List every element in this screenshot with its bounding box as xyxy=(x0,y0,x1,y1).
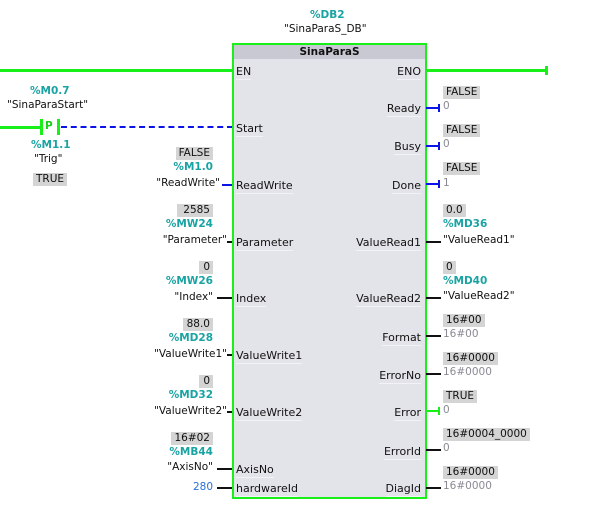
error-value: TRUE xyxy=(443,390,478,403)
error-wire xyxy=(426,410,438,412)
done-const[interactable]: 1 xyxy=(443,177,450,189)
parameter-value: 2585 xyxy=(177,204,213,217)
valuewrite2-symbol[interactable]: "ValueWrite2" xyxy=(154,405,227,417)
instance-db-address: %DB2 xyxy=(310,9,345,21)
errorid-value: 16#0004_0000 xyxy=(443,428,530,441)
parameter-wire xyxy=(227,241,233,243)
diagid-const[interactable]: 16#0000 xyxy=(443,480,492,492)
errorno-value: 16#0000 xyxy=(443,352,498,365)
parameter-address: %MW24 xyxy=(165,218,213,230)
eno-wire xyxy=(425,69,547,72)
axisno-symbol[interactable]: "AxisNo" xyxy=(167,461,213,473)
index-symbol[interactable]: "Index" xyxy=(174,291,213,303)
busy-const[interactable]: 0 xyxy=(443,138,450,150)
valueread2-value: 0 xyxy=(443,261,456,274)
edge-value: TRUE xyxy=(33,173,68,186)
axisno-address: %MB44 xyxy=(169,446,213,458)
contact-left-wire xyxy=(0,126,41,129)
busy-terminal xyxy=(438,142,440,150)
en-wire xyxy=(0,69,233,72)
valueread1-address: %MD36 xyxy=(443,218,488,230)
pin-valueread1: ValueRead1 xyxy=(356,236,421,251)
pin-hardwareid: hardwareId xyxy=(236,482,299,497)
busy-value: FALSE xyxy=(443,124,481,137)
readwrite-value: FALSE xyxy=(175,147,213,160)
contact-symbol: "SinaParaStart" xyxy=(7,99,89,111)
eno-terminal xyxy=(545,66,548,75)
pin-diagid: DiagId xyxy=(385,482,421,497)
pin-start: Start xyxy=(236,122,263,137)
valueread2-address: %MD40 xyxy=(443,275,488,287)
readwrite-wire xyxy=(222,184,233,186)
format-value: 16#00 xyxy=(443,314,485,327)
edge-symbol: "Trig" xyxy=(34,153,63,165)
valueread1-value: 0.0 xyxy=(443,204,466,217)
block-title: SinaParaS xyxy=(234,45,425,59)
valueread2-symbol[interactable]: "ValueRead2" xyxy=(443,290,515,302)
ready-value: FALSE xyxy=(443,86,481,99)
diagid-value: 16#0000 xyxy=(443,466,498,479)
valuewrite2-wire xyxy=(227,411,233,413)
format-wire xyxy=(426,335,441,337)
contact-type: P xyxy=(45,120,53,132)
pin-errorno: ErrorNo xyxy=(379,369,421,384)
pin-en: EN xyxy=(236,65,252,80)
edge-address: %M1.1 xyxy=(31,139,71,151)
pin-format: Format xyxy=(382,331,421,346)
pin-error: Error xyxy=(394,406,421,421)
valuewrite2-address: %MD32 xyxy=(168,389,213,401)
ready-const[interactable]: 0 xyxy=(443,100,450,112)
sinaparas-block[interactable]: SinaParaS EN Start ReadWrite Parameter I… xyxy=(232,43,427,499)
index-wire xyxy=(217,297,233,299)
pin-ready: Ready xyxy=(386,102,421,117)
valueread1-wire xyxy=(426,241,441,243)
ready-wire xyxy=(426,107,438,109)
errorid-wire xyxy=(426,449,441,451)
start-wire xyxy=(61,126,233,128)
error-const[interactable]: 0 xyxy=(443,404,450,416)
diagid-wire xyxy=(426,487,441,489)
done-wire xyxy=(426,183,438,185)
pin-done: Done xyxy=(392,179,421,194)
valuewrite1-symbol[interactable]: "ValueWrite1" xyxy=(154,348,227,360)
pin-busy: Busy xyxy=(394,140,421,155)
pin-axisno: AxisNo xyxy=(236,463,274,478)
valuewrite1-address: %MD28 xyxy=(168,332,213,344)
instance-db-name: "SinaParaS_DB" xyxy=(284,23,367,35)
format-const[interactable]: 16#00 xyxy=(443,328,479,340)
pin-valuewrite2: ValueWrite2 xyxy=(236,406,303,421)
pin-valueread2: ValueRead2 xyxy=(356,292,421,307)
valuewrite1-wire xyxy=(227,354,233,356)
readwrite-symbol[interactable]: "ReadWrite" xyxy=(156,177,220,189)
readwrite-address: %M1.0 xyxy=(173,161,213,173)
parameter-symbol[interactable]: "Parameter" xyxy=(162,234,227,246)
valuewrite1-value: 88.0 xyxy=(183,318,213,331)
pin-valuewrite1: ValueWrite1 xyxy=(236,349,303,364)
axisno-value: 16#02 xyxy=(171,432,213,445)
contact-address: %M0.7 xyxy=(30,85,70,97)
errorid-const[interactable]: 0 xyxy=(443,442,450,454)
errorno-wire xyxy=(426,373,441,375)
index-address: %MW26 xyxy=(165,275,213,287)
error-terminal xyxy=(438,407,440,415)
pin-readwrite: ReadWrite xyxy=(236,179,293,194)
valuewrite2-value: 0 xyxy=(199,375,213,388)
pin-index: Index xyxy=(236,292,267,307)
done-value: FALSE xyxy=(443,162,481,175)
axisno-wire xyxy=(217,468,233,470)
pin-errorid: ErrorId xyxy=(383,445,421,460)
ready-terminal xyxy=(438,104,440,112)
busy-wire xyxy=(426,145,438,147)
done-terminal xyxy=(438,180,440,188)
hardwareid-wire xyxy=(217,487,233,489)
pin-eno: ENO xyxy=(397,65,421,80)
errorno-const[interactable]: 16#0000 xyxy=(443,366,492,378)
pin-parameter: Parameter xyxy=(236,236,294,251)
valueread1-symbol[interactable]: "ValueRead1" xyxy=(443,234,515,246)
valueread2-wire xyxy=(426,297,441,299)
index-value: 0 xyxy=(199,261,213,274)
hardwareid-value[interactable]: 280 xyxy=(192,481,213,493)
